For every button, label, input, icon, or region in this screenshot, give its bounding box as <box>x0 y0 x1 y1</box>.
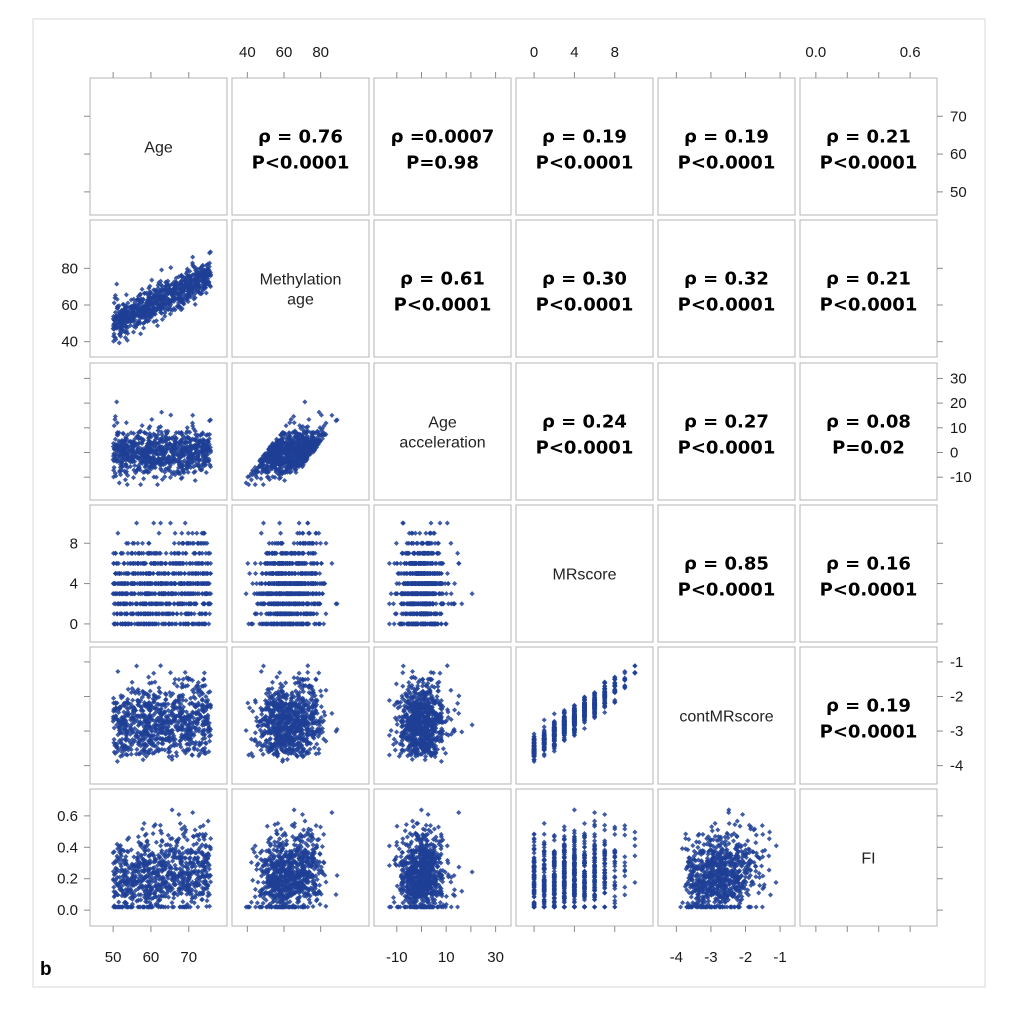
scatter-matrix-figure: 40 60 80 0 4 8 0.0 0.650 60 70 -10 10 30 -4 -3 -2 -14060… <box>0 0 1020 1013</box>
panel-r2-c2 <box>374 363 511 500</box>
matrix-panels <box>90 78 937 926</box>
panel-r1-c1 <box>232 220 369 357</box>
